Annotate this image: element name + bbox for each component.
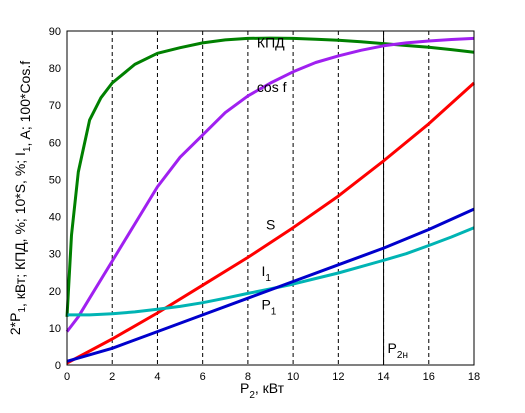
grid xyxy=(111,31,430,365)
x-axis-label-main: P xyxy=(240,380,249,396)
series-annotations: КПД cos f S I1 P1 xyxy=(257,35,287,318)
ref-line-label-sub: 2н xyxy=(397,350,408,361)
series-line-4 xyxy=(66,207,475,363)
x-tick-label: 14 xyxy=(377,371,389,383)
x-tick-label: 0 xyxy=(64,371,70,383)
y-tick-label: 80 xyxy=(49,63,61,75)
x-tick-label: 6 xyxy=(200,371,206,383)
series-annotation: КПД xyxy=(257,35,285,51)
y-tick-label: 70 xyxy=(49,100,61,112)
y-tick-labels: 0 10 20 30 40 50 60 70 80 90 xyxy=(49,26,61,372)
series-group xyxy=(65,36,476,365)
x-tick-label: 4 xyxy=(154,371,160,383)
x-tick-label: 8 xyxy=(245,371,251,383)
series-annotation: I1 xyxy=(261,263,271,284)
x-tick-label: 2 xyxy=(109,371,115,383)
plot-frame xyxy=(66,30,475,366)
ref-line-label: P2н xyxy=(388,340,408,361)
x-axis-label-unit: , кВт xyxy=(255,380,285,396)
y-tick-label: 60 xyxy=(49,137,61,149)
x-tick-label: 16 xyxy=(423,371,435,383)
y-axis-label: 2*P1, кВт; КПД, %; 10*S, %; I1, A; 100*C… xyxy=(7,61,33,335)
y-tick-label: 30 xyxy=(49,249,61,261)
ref-line-label-main: P xyxy=(388,340,397,356)
y-tick-label: 50 xyxy=(49,174,61,186)
series-annotation: cos f xyxy=(257,79,287,95)
series-line-1 xyxy=(65,36,475,333)
series-annotation: P1 xyxy=(261,296,276,317)
x-tick-labels: 0 2 4 6 8 10 12 14 16 18 xyxy=(64,371,480,383)
x-tick-label: 12 xyxy=(332,371,344,383)
series-annotation: S xyxy=(266,217,275,233)
y-tick-label: 0 xyxy=(55,360,61,372)
y-tick-label: 40 xyxy=(49,212,61,224)
y-tick-label: 90 xyxy=(49,26,61,38)
x-tick-label: 18 xyxy=(468,371,480,383)
x-axis-label: P2, кВт xyxy=(240,380,285,401)
x-axis-label-sub: 2 xyxy=(249,390,255,401)
series-line-2 xyxy=(66,81,476,365)
y-tick-label: 20 xyxy=(49,286,61,298)
y-tick-label: 10 xyxy=(49,323,61,335)
x-tick-label: 10 xyxy=(287,371,299,383)
